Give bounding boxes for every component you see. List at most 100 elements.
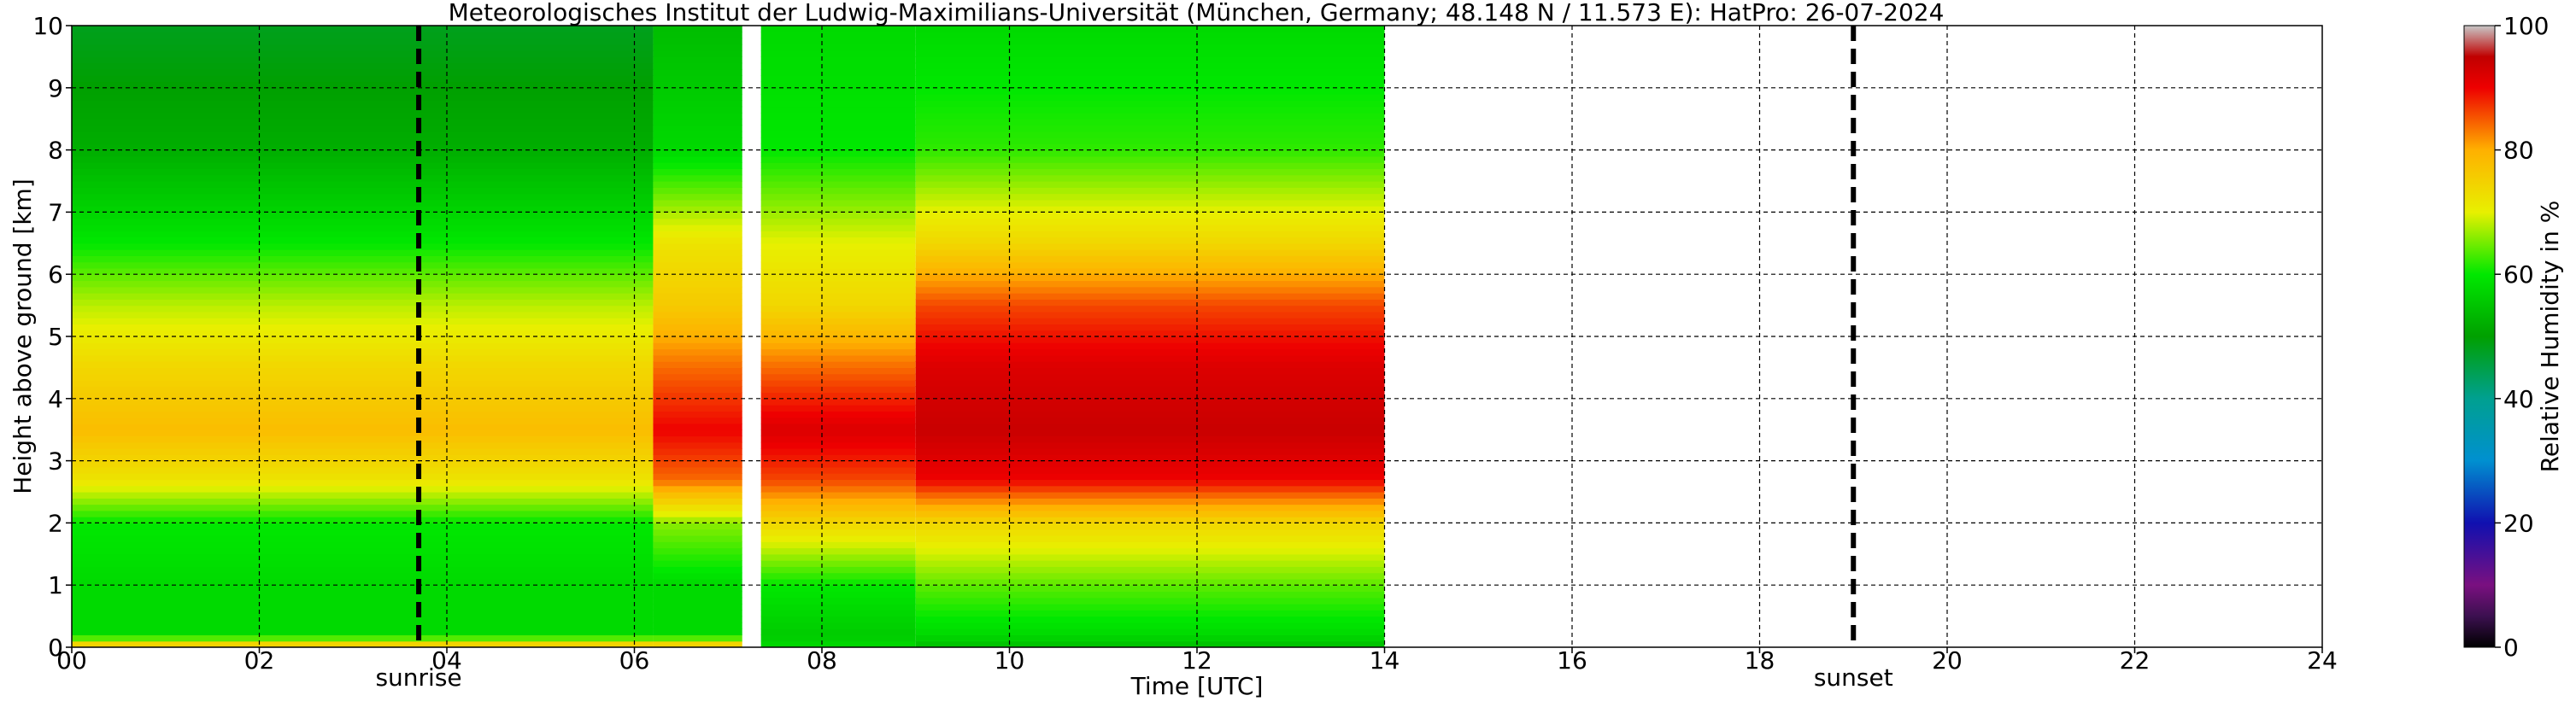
heatmap-cell <box>72 367 654 375</box>
heatmap-cell <box>653 193 742 201</box>
heatmap-cell <box>760 367 916 375</box>
heatmap-cell <box>653 249 742 256</box>
heatmap-cell <box>72 517 654 523</box>
heatmap-cell <box>653 181 742 188</box>
heatmap-cell <box>72 299 654 307</box>
heatmap-cell <box>915 379 1385 387</box>
heatmap-cell <box>915 367 1385 375</box>
heatmap-cell <box>653 255 742 263</box>
heatmap-cell <box>72 585 654 593</box>
heatmap-cell <box>915 610 1385 617</box>
heatmap-cell <box>760 224 916 231</box>
heatmap-cell <box>915 361 1385 368</box>
heatmap-cell <box>760 255 916 263</box>
heatmap-cell <box>915 299 1385 307</box>
heatmap-cell <box>653 553 742 561</box>
heatmap-cell <box>760 267 916 275</box>
heatmap-cell <box>653 274 742 282</box>
heatmap-cell <box>72 106 654 114</box>
heatmap-cell <box>760 504 916 511</box>
heatmap-cell <box>915 448 1385 455</box>
heatmap-cell <box>760 119 916 126</box>
heatmap-cell <box>915 162 1385 170</box>
heatmap-cell <box>760 473 916 481</box>
heatmap-cell <box>915 255 1385 263</box>
heatmap-cell <box>915 38 1385 45</box>
heatmap-cell <box>72 149 654 157</box>
heatmap-cell <box>72 168 654 176</box>
heatmap-cell <box>915 261 1385 269</box>
heatmap-cell <box>653 591 742 599</box>
x-tick-label: 16 <box>1557 646 1587 675</box>
heatmap-cell <box>760 417 916 424</box>
heatmap-cell <box>915 81 1385 89</box>
heatmap-cell <box>653 94 742 101</box>
grid-lines <box>72 26 2322 647</box>
heatmap-cell <box>915 75 1385 83</box>
heatmap-cell <box>653 237 742 244</box>
heatmap-cell <box>72 578 654 586</box>
heatmap-cell <box>760 242 916 250</box>
heatmap-cell <box>72 193 654 201</box>
heatmap-cell <box>915 585 1385 593</box>
heatmap-cell <box>72 373 654 381</box>
heatmap-cell <box>760 529 916 536</box>
heatmap-cell <box>72 529 654 536</box>
heatmap-cell <box>653 162 742 170</box>
heatmap-cell <box>72 137 654 144</box>
heatmap-cell <box>72 125 654 132</box>
heatmap-cell <box>760 299 916 307</box>
heatmap-cell <box>915 155 1385 163</box>
heatmap-cell <box>915 94 1385 101</box>
heatmap-cell <box>760 261 916 269</box>
heatmap-cell <box>653 585 742 593</box>
heatmap-cell <box>653 286 742 294</box>
y-tick-label: 3 <box>48 447 63 476</box>
heatmap-cell <box>915 168 1385 176</box>
heatmap-cell <box>653 541 742 549</box>
heatmap-cell <box>760 280 916 288</box>
heatmap-cell <box>72 597 654 605</box>
heatmap-cell <box>760 523 916 530</box>
heatmap-cell <box>72 361 654 368</box>
y-tick-label: 8 <box>48 137 63 165</box>
heatmap-cell <box>653 379 742 387</box>
heatmap-cell <box>760 610 916 617</box>
heatmap-cell <box>653 137 742 144</box>
heatmap-cell <box>653 261 742 269</box>
heatmap-cell <box>72 454 654 462</box>
heatmap-cell <box>915 32 1385 39</box>
heatmap-cell <box>915 622 1385 629</box>
colorbar <box>2463 25 2496 648</box>
heatmap-cell <box>915 510 1385 517</box>
heatmap-cell <box>653 392 742 400</box>
heatmap-cell <box>760 56 916 64</box>
heatmap-cell <box>72 572 654 580</box>
heatmap-cell <box>760 131 916 138</box>
heatmap-cell <box>760 535 916 542</box>
heatmap-cell <box>72 174 654 182</box>
heatmap-cell <box>760 348 916 356</box>
heatmap-cell <box>915 640 1385 647</box>
heatmap-cell <box>653 405 742 412</box>
x-tick-label: 20 <box>1932 646 1963 675</box>
heatmap-cell <box>915 324 1385 331</box>
heatmap-cell <box>72 293 654 300</box>
heatmap-cell <box>72 274 654 282</box>
heatmap-cell <box>915 616 1385 623</box>
heatmap-cell <box>653 305 742 313</box>
heatmap-cell <box>653 231 742 238</box>
heatmap-cell <box>760 386 916 394</box>
heatmap-cell <box>915 411 1385 418</box>
heatmap-cell <box>915 125 1385 132</box>
heatmap-cell <box>653 441 742 449</box>
heatmap-cell <box>915 336 1385 343</box>
heatmap-cell <box>653 44 742 51</box>
heatmap-cell <box>760 155 916 163</box>
heatmap-cell <box>760 193 916 201</box>
heatmap-cell <box>760 87 916 95</box>
heatmap-cell <box>760 62 916 70</box>
heatmap-cell <box>653 62 742 70</box>
y-axis-ticks: 0 1 2 3 4 5 6 7 8 9 10 <box>32 12 72 662</box>
heatmap-cell <box>72 616 654 623</box>
